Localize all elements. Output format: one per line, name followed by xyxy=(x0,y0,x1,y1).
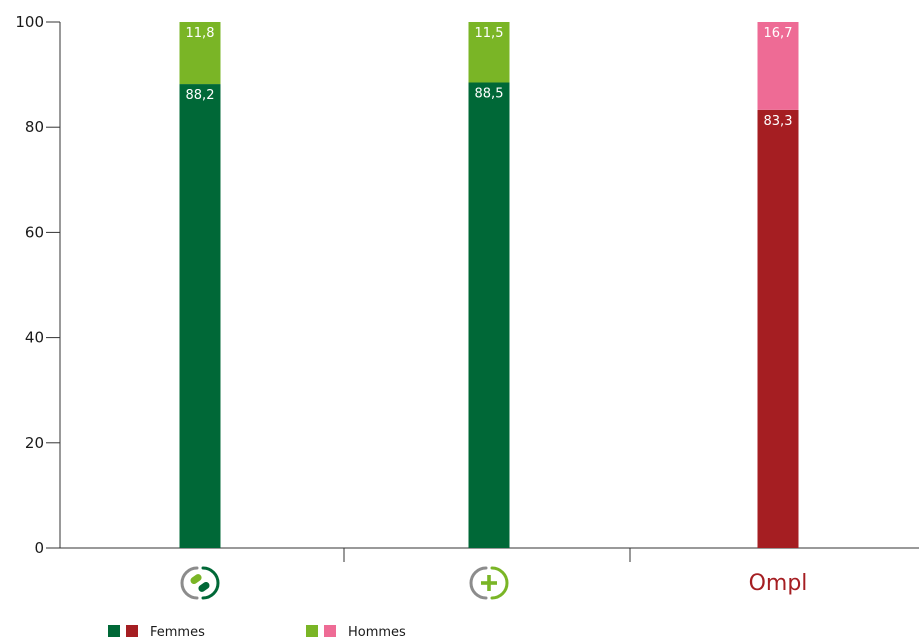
legend-swatch xyxy=(126,625,138,637)
ompl-logo: Ompl xyxy=(749,571,808,596)
bar-value-label: 11,8 xyxy=(186,26,215,41)
y-tick-label: 60 xyxy=(25,223,44,241)
y-tick-label: 20 xyxy=(25,434,44,452)
y-tick-label: 40 xyxy=(25,329,44,347)
bar-segment-femmes xyxy=(468,82,510,549)
legend-swatch xyxy=(306,625,318,637)
legend-swatch xyxy=(324,625,336,637)
legend-label: Femmes xyxy=(150,625,205,638)
pharmacy-cross-pills-icon xyxy=(180,566,220,600)
bar-value-label: 11,5 xyxy=(475,26,504,41)
legend-swatch xyxy=(108,625,120,637)
pharmacy-plus-icon xyxy=(469,566,509,600)
bar-segment-femmes xyxy=(757,109,799,548)
bar-value-label: 16,7 xyxy=(764,26,793,41)
y-tick-label: 0 xyxy=(34,539,44,557)
bar-segment-femmes xyxy=(179,84,221,549)
bar-value-label: 88,5 xyxy=(475,86,504,101)
legend-label: Hommes xyxy=(348,625,406,638)
chart-legend: Femmes Hommes xyxy=(108,625,406,638)
y-tick-label: 100 xyxy=(15,13,44,31)
category-icons: Ompl xyxy=(180,566,808,600)
chart-bars: 88,2 11,8 88,5 11,5 83,3 16,7 xyxy=(179,22,799,549)
y-tick-label: 80 xyxy=(25,118,44,136)
bar-segment-hommes xyxy=(179,22,221,85)
bar-segment-hommes xyxy=(757,22,799,110)
bar-value-label: 83,3 xyxy=(764,114,793,129)
bar-segment-hommes xyxy=(468,22,510,83)
bar-value-label: 88,2 xyxy=(186,88,215,103)
